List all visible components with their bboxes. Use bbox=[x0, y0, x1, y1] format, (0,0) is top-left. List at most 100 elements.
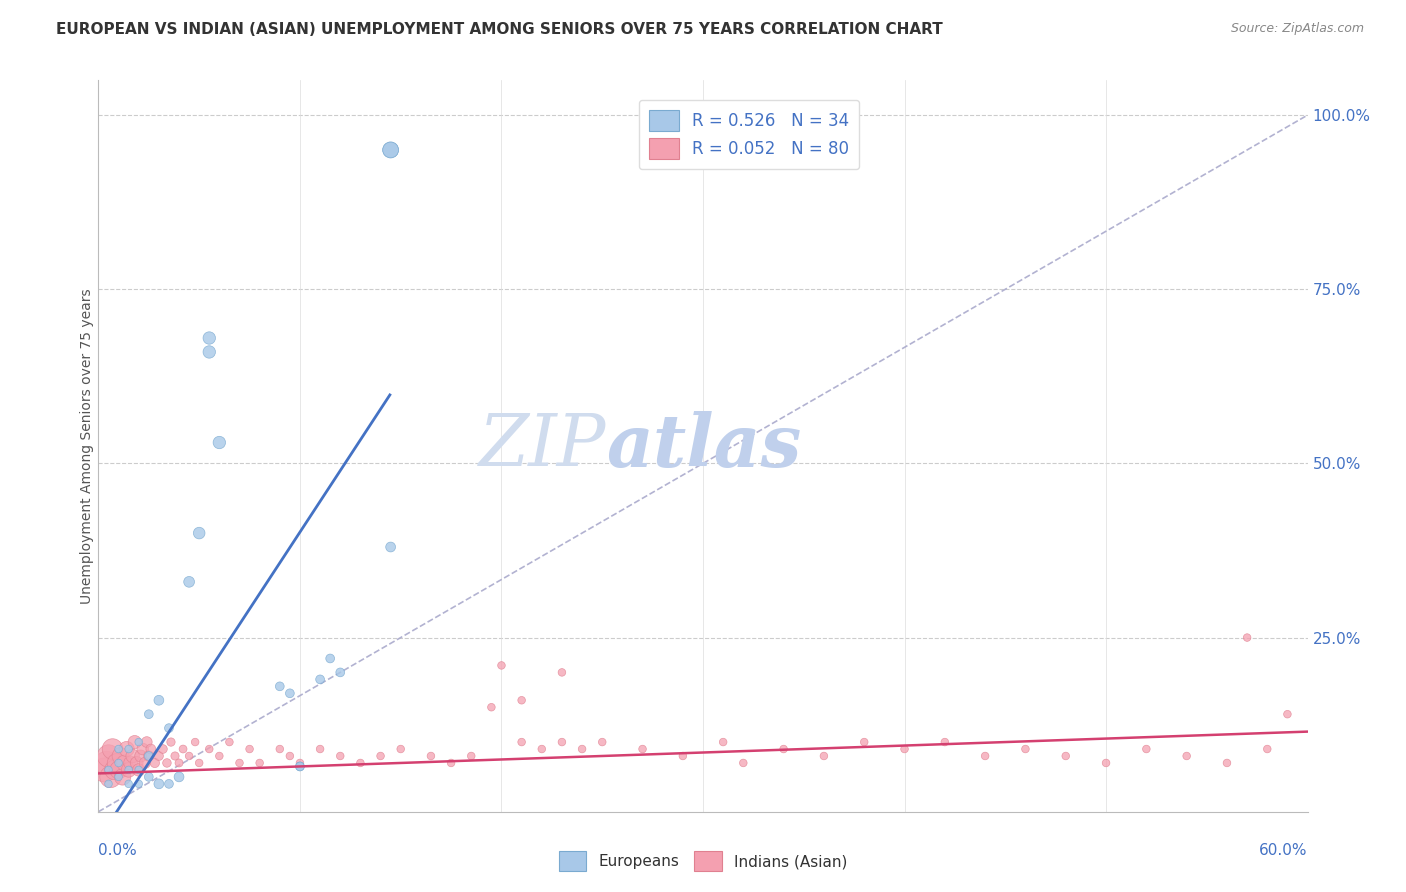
Point bbox=[188, 526, 211, 541]
Point bbox=[135, 735, 157, 749]
Y-axis label: Unemployment Among Seniors over 75 years: Unemployment Among Seniors over 75 years bbox=[80, 288, 94, 604]
Point bbox=[148, 693, 170, 707]
Point bbox=[152, 742, 174, 756]
Point bbox=[118, 763, 141, 777]
Point bbox=[118, 777, 141, 791]
Point bbox=[672, 749, 695, 764]
Point bbox=[110, 749, 132, 764]
Point bbox=[813, 749, 835, 764]
Point bbox=[1277, 707, 1299, 722]
Point bbox=[239, 742, 262, 756]
Point bbox=[101, 742, 124, 756]
Point bbox=[96, 756, 118, 770]
Point bbox=[97, 763, 120, 777]
Point bbox=[481, 700, 503, 714]
Point bbox=[124, 735, 146, 749]
Point bbox=[571, 742, 593, 756]
Point bbox=[329, 749, 352, 764]
Point bbox=[107, 770, 129, 784]
Point bbox=[733, 756, 755, 770]
Point bbox=[156, 756, 179, 770]
Point bbox=[125, 756, 148, 770]
Point bbox=[188, 756, 211, 770]
Point bbox=[128, 777, 150, 791]
Point bbox=[107, 756, 129, 770]
Point bbox=[1216, 756, 1239, 770]
Point bbox=[121, 749, 143, 764]
Point bbox=[1054, 749, 1077, 764]
Text: 60.0%: 60.0% bbox=[1260, 843, 1308, 858]
Point bbox=[107, 742, 129, 756]
Point bbox=[249, 756, 271, 770]
Point bbox=[105, 756, 128, 770]
Point bbox=[138, 749, 160, 764]
Point bbox=[228, 756, 250, 770]
Point bbox=[179, 749, 201, 764]
Point bbox=[129, 749, 152, 764]
Point bbox=[631, 742, 654, 756]
Point bbox=[319, 651, 342, 665]
Point bbox=[179, 574, 201, 589]
Point bbox=[118, 763, 141, 777]
Point bbox=[114, 756, 136, 770]
Point bbox=[278, 749, 301, 764]
Point bbox=[288, 756, 311, 770]
Point bbox=[853, 735, 876, 749]
Point bbox=[288, 759, 311, 773]
Point bbox=[157, 777, 180, 791]
Point bbox=[128, 735, 150, 749]
Point bbox=[97, 777, 120, 791]
Point bbox=[148, 777, 170, 791]
Point bbox=[278, 686, 301, 700]
Point bbox=[132, 742, 155, 756]
Point bbox=[370, 749, 392, 764]
Point bbox=[118, 742, 141, 756]
Point bbox=[198, 331, 221, 345]
Point bbox=[420, 749, 443, 764]
Point bbox=[148, 749, 170, 764]
Point bbox=[167, 756, 190, 770]
Point bbox=[198, 742, 221, 756]
Point bbox=[120, 756, 142, 770]
Point bbox=[208, 435, 231, 450]
Point bbox=[530, 742, 553, 756]
Point bbox=[491, 658, 513, 673]
Point bbox=[138, 770, 160, 784]
Point bbox=[111, 770, 134, 784]
Point bbox=[100, 770, 122, 784]
Point bbox=[380, 143, 402, 157]
Point bbox=[218, 735, 240, 749]
Point bbox=[380, 143, 402, 157]
Point bbox=[208, 749, 231, 764]
Text: 0.0%: 0.0% bbox=[98, 843, 138, 858]
Point bbox=[551, 735, 574, 749]
Point bbox=[167, 770, 190, 784]
Point bbox=[380, 540, 402, 554]
Point bbox=[138, 749, 160, 764]
Point bbox=[1256, 742, 1278, 756]
Point bbox=[115, 742, 138, 756]
Point bbox=[551, 665, 574, 680]
Point bbox=[139, 742, 162, 756]
Legend: Europeans, Indians (Asian): Europeans, Indians (Asian) bbox=[553, 846, 853, 877]
Point bbox=[157, 721, 180, 735]
Point bbox=[440, 756, 463, 770]
Point bbox=[107, 763, 129, 777]
Point bbox=[1135, 742, 1157, 756]
Point bbox=[160, 735, 183, 749]
Point bbox=[128, 763, 150, 777]
Point bbox=[103, 763, 125, 777]
Point bbox=[309, 673, 332, 687]
Point bbox=[269, 679, 291, 693]
Point bbox=[1175, 749, 1198, 764]
Point bbox=[138, 707, 160, 722]
Text: atlas: atlas bbox=[606, 410, 801, 482]
Point bbox=[198, 345, 221, 359]
Point bbox=[389, 742, 412, 756]
Point bbox=[93, 763, 115, 777]
Point bbox=[329, 665, 352, 680]
Point bbox=[893, 742, 915, 756]
Point bbox=[934, 735, 956, 749]
Point bbox=[288, 759, 311, 773]
Point bbox=[128, 763, 150, 777]
